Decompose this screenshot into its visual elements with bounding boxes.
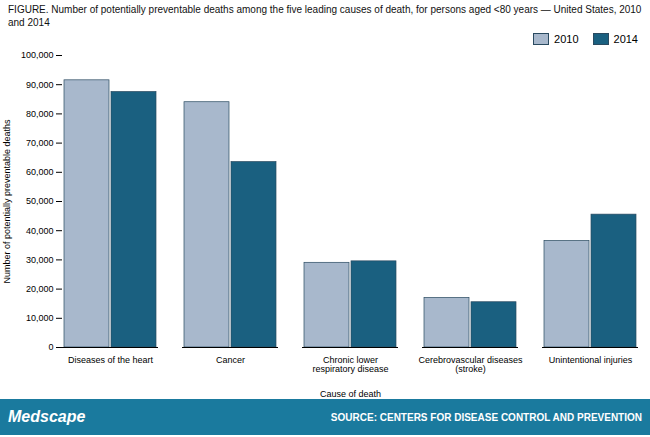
svg-text:40,000: 40,000 [26, 226, 54, 236]
svg-text:50,000: 50,000 [26, 196, 54, 206]
svg-text:90,000: 90,000 [26, 80, 54, 90]
svg-text:60,000: 60,000 [26, 167, 54, 177]
html-text:SOURCE: CENTERS FOR DISEASE CO: SOURCE: CENTERS FOR DISEASE CONTROL AND … [330, 411, 642, 423]
html-text:2014: 2014 [613, 33, 638, 45]
svg-text:100,000: 100,000 [21, 50, 54, 60]
svg-text:Chronic lowerrespiratory disea: Chronic lowerrespiratory disease [312, 355, 388, 374]
svg-text:Cerebrovascular diseases(strok: Cerebrovascular diseases(stroke) [418, 355, 523, 374]
svg-text:20,000: 20,000 [26, 284, 54, 294]
svg-text:Unintentional injuries: Unintentional injuries [549, 355, 633, 365]
svg-text:Cause of death: Cause of death [320, 389, 381, 399]
svg-text:Cancer: Cancer [216, 355, 245, 365]
svg-text:70,000: 70,000 [26, 138, 54, 148]
html-text:Medscape: Medscape [8, 408, 86, 425]
svg-text:80,000: 80,000 [26, 109, 54, 119]
svg-text:30,000: 30,000 [26, 255, 54, 265]
svg-text:0: 0 [48, 342, 53, 352]
svg-text:Number of potentially preventa: Number of potentially preventable deaths [2, 119, 12, 284]
html-text:FIGURE. Number of potentially: FIGURE. Number of potentially preventabl… [8, 4, 642, 28]
svg-text:10,000: 10,000 [26, 313, 54, 323]
svg-text:Diseases of the heart: Diseases of the heart [68, 355, 154, 365]
html-text:2010: 2010 [554, 33, 579, 45]
